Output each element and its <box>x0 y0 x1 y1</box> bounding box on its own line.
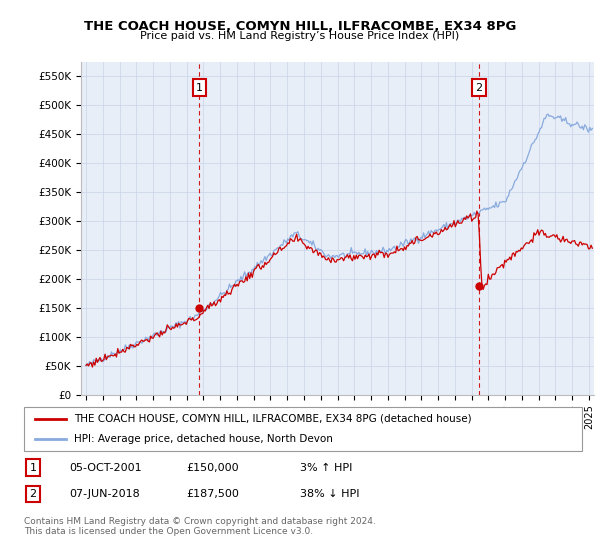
Text: THE COACH HOUSE, COMYN HILL, ILFRACOMBE, EX34 8PG: THE COACH HOUSE, COMYN HILL, ILFRACOMBE,… <box>84 20 516 32</box>
Text: THE COACH HOUSE, COMYN HILL, ILFRACOMBE, EX34 8PG (detached house): THE COACH HOUSE, COMYN HILL, ILFRACOMBE,… <box>74 414 472 424</box>
Text: £187,500: £187,500 <box>186 489 239 499</box>
FancyBboxPatch shape <box>24 407 582 451</box>
Text: 38% ↓ HPI: 38% ↓ HPI <box>300 489 359 499</box>
Text: 07-JUN-2018: 07-JUN-2018 <box>69 489 140 499</box>
Text: HPI: Average price, detached house, North Devon: HPI: Average price, detached house, Nort… <box>74 434 333 444</box>
Text: 2: 2 <box>475 83 482 92</box>
Text: 05-OCT-2001: 05-OCT-2001 <box>69 463 142 473</box>
Text: 3% ↑ HPI: 3% ↑ HPI <box>300 463 352 473</box>
Text: Contains HM Land Registry data © Crown copyright and database right 2024.: Contains HM Land Registry data © Crown c… <box>24 517 376 526</box>
Text: 1: 1 <box>29 463 37 473</box>
Text: Price paid vs. HM Land Registry’s House Price Index (HPI): Price paid vs. HM Land Registry’s House … <box>140 31 460 41</box>
Text: £150,000: £150,000 <box>186 463 239 473</box>
Text: 1: 1 <box>196 83 203 92</box>
Text: This data is licensed under the Open Government Licence v3.0.: This data is licensed under the Open Gov… <box>24 528 313 536</box>
Text: 2: 2 <box>29 489 37 499</box>
